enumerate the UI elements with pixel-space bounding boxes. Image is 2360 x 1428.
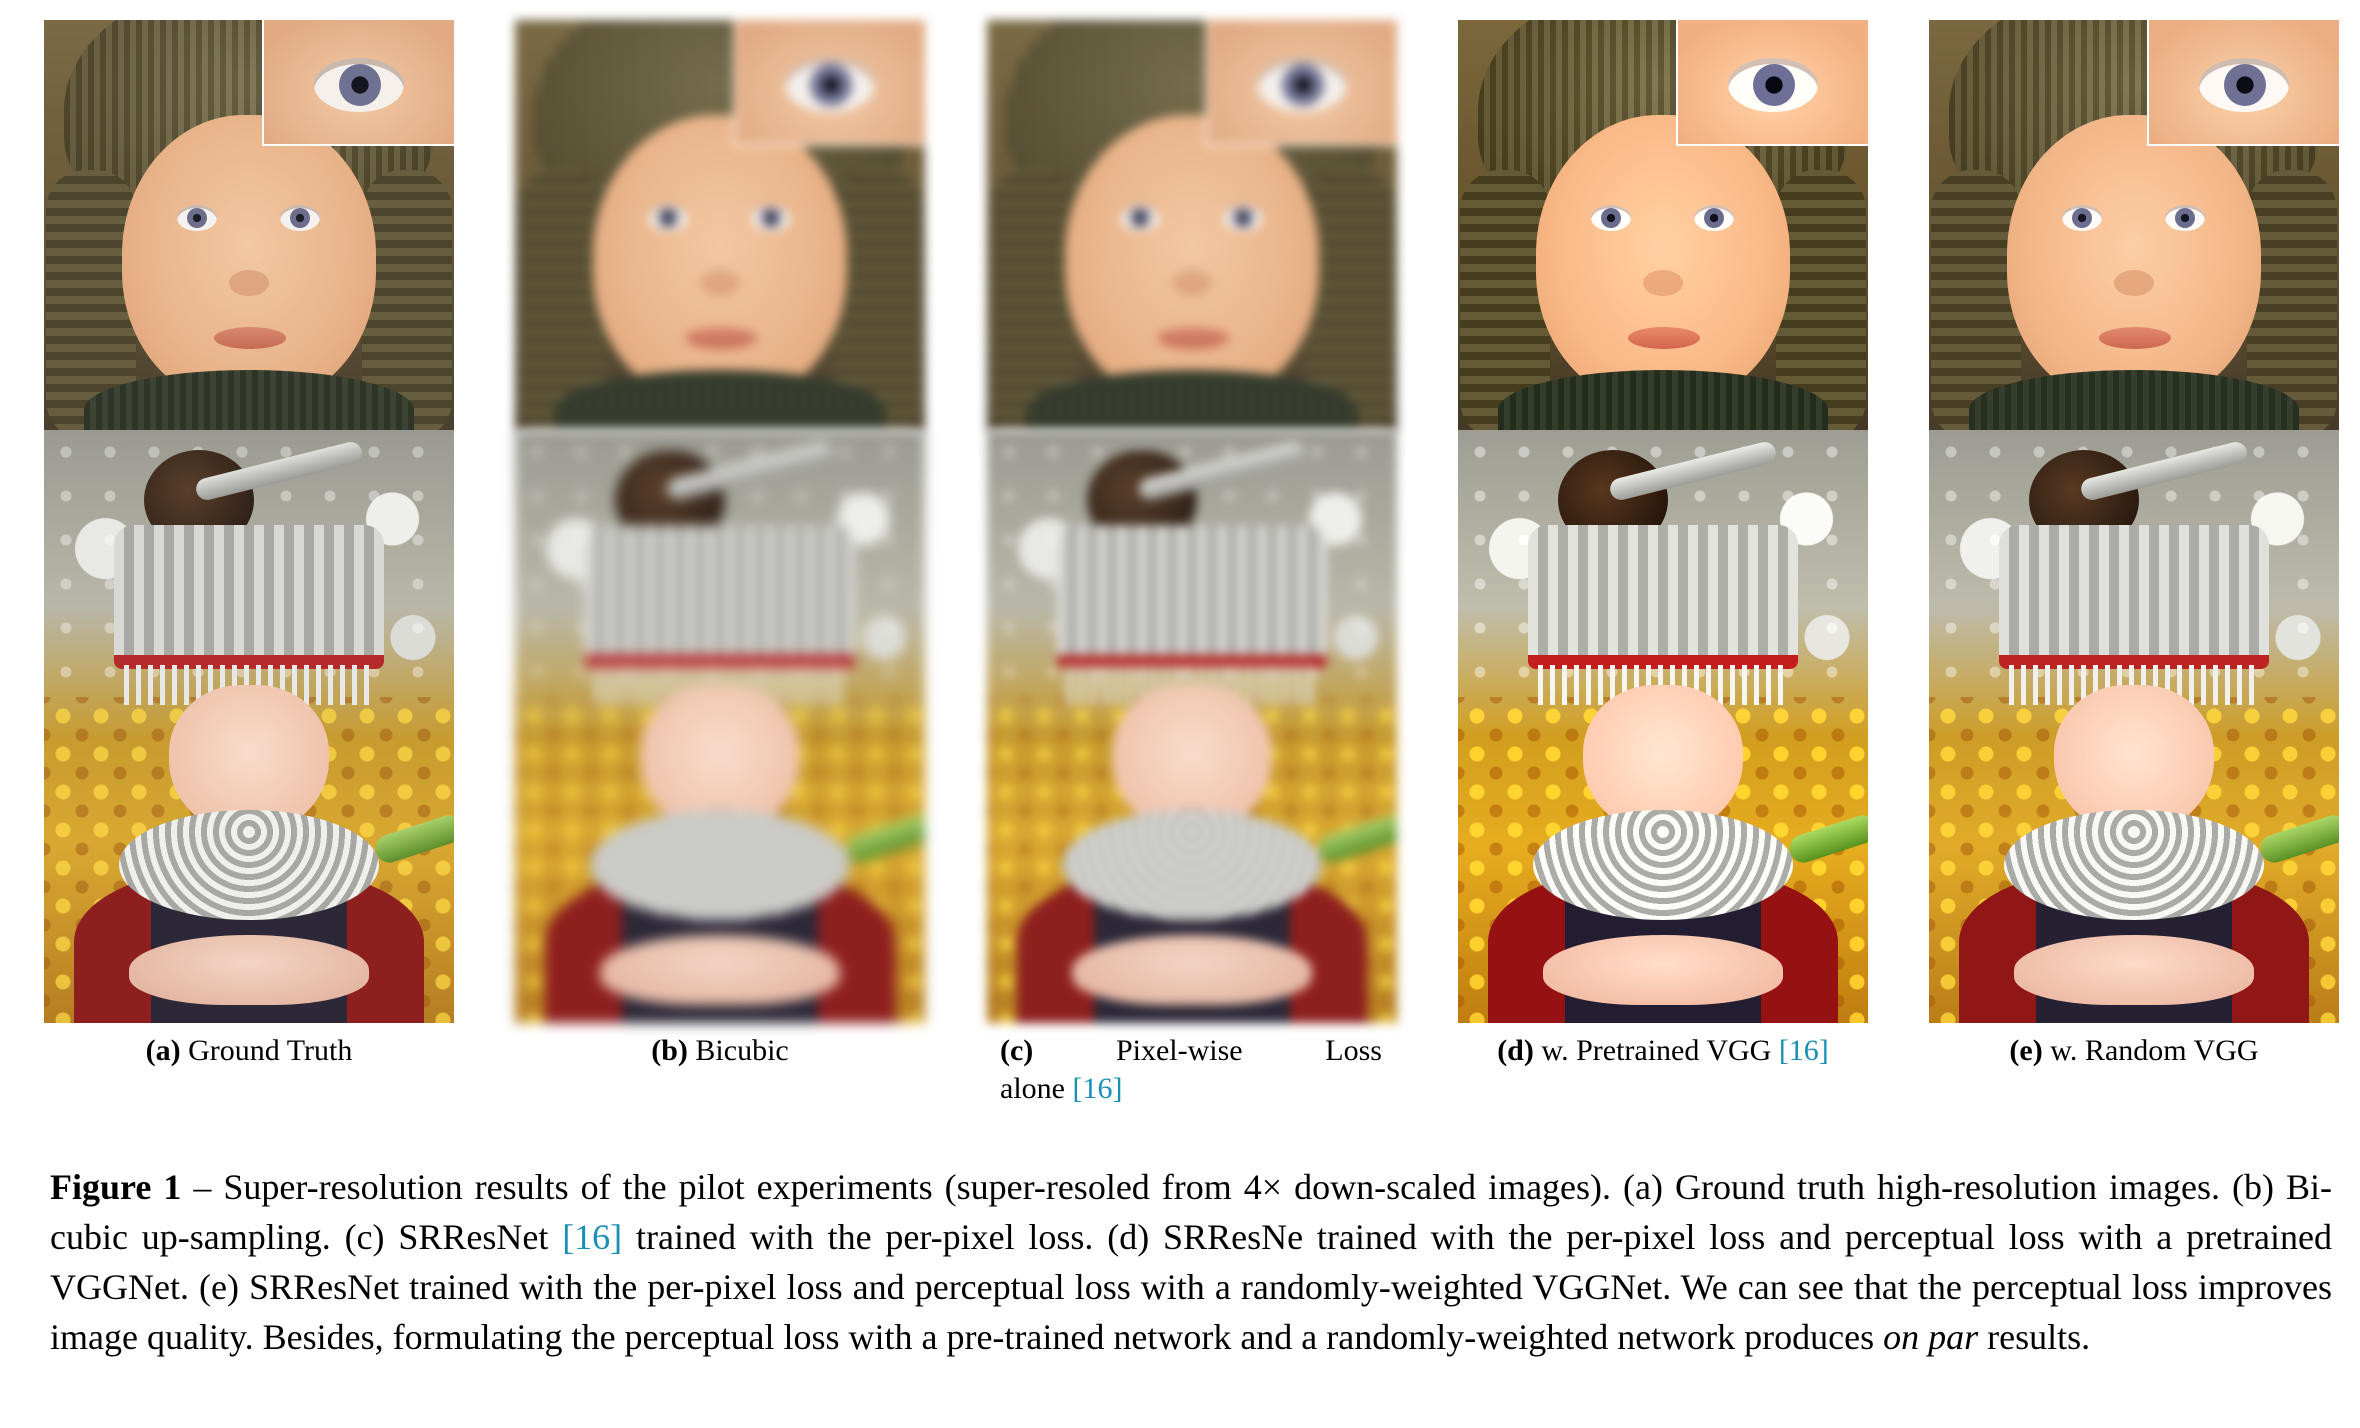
caption-dash: – xyxy=(193,1167,212,1207)
eye-zoom-inset xyxy=(262,20,454,146)
baby-portrait-image xyxy=(1929,20,2339,430)
baby-portrait-image xyxy=(987,20,1397,430)
subcaption-b: (b) Bicubic xyxy=(515,1032,925,1070)
subcaption-label: Ground Truth xyxy=(188,1034,353,1067)
caption-text-part2: trained with the per-pixel loss. (d) SRR… xyxy=(50,1217,2333,1357)
subcaption-label-line2: alone xyxy=(1000,1072,1065,1105)
figure-caption: Figure 1 – Super-resolution results of t… xyxy=(50,1162,2332,1362)
figure-label: Figure 1 xyxy=(50,1167,182,1207)
eye-zoom-inset xyxy=(733,20,925,146)
illustration-image xyxy=(987,430,1397,1023)
subcaption-letter: (a) xyxy=(145,1034,181,1067)
citation-link[interactable]: [16] xyxy=(1778,1034,1829,1067)
citation-link[interactable]: [16] xyxy=(1072,1072,1123,1105)
subcaption-d: (d) w. Pretrained VGG [16] xyxy=(1458,1032,1868,1070)
subcaption-label-word2: Loss xyxy=(1325,1034,1382,1067)
subcaption-letter: (c) xyxy=(1000,1034,1034,1067)
subcaption-letter: (e) xyxy=(2009,1034,2043,1067)
caption-text-part1: Super-resolution results of the pilot ex… xyxy=(50,1167,2332,1257)
subcaption-c: (c) Pixel-wise Loss alone [16] xyxy=(1000,1032,1382,1108)
subcaption-label: w. Pretrained VGG xyxy=(1541,1034,1772,1067)
baby-portrait-image xyxy=(44,20,454,430)
illustration-image xyxy=(44,430,454,1023)
illustration-image xyxy=(515,430,925,1023)
baby-portrait-image xyxy=(1458,20,1868,430)
eye-zoom-inset xyxy=(1676,20,1868,146)
subcaption-label: Bicubic xyxy=(695,1034,789,1067)
caption-italic-text: on par xyxy=(1883,1317,1979,1357)
subcaption-letter: (d) xyxy=(1497,1034,1534,1067)
baby-portrait-image xyxy=(515,20,925,430)
subcaption-a: (a) Ground Truth xyxy=(44,1032,454,1070)
subcaption-label-word1: Pixel-wise xyxy=(1115,1034,1243,1067)
eye-zoom-inset xyxy=(1205,20,1397,146)
eye-zoom-inset xyxy=(2147,20,2339,146)
citation-link[interactable]: [16] xyxy=(562,1217,623,1257)
subcaption-label: w. Random VGG xyxy=(2050,1034,2259,1067)
subcaption-letter: (b) xyxy=(651,1034,688,1067)
subcaption-e: (e) w. Random VGG xyxy=(1929,1032,2339,1070)
illustration-image xyxy=(1458,430,1868,1023)
illustration-image xyxy=(1929,430,2339,1023)
caption-text-part3: results. xyxy=(1987,1317,2091,1357)
